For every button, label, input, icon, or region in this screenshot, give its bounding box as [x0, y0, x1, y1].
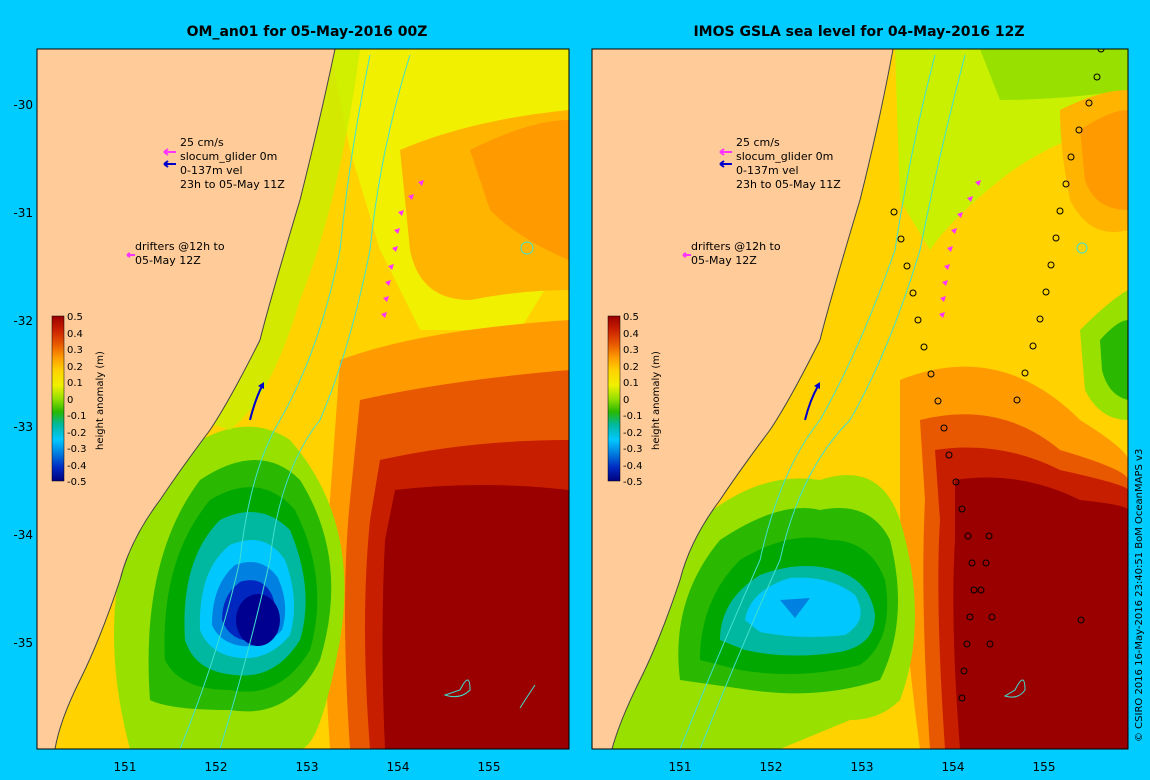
right-observation-circles — [890, 49, 1105, 702]
cb-tick: 0.1 — [67, 378, 83, 389]
lon-label: 153 — [851, 760, 874, 774]
lat-label: -30 — [13, 98, 33, 112]
vel-legend-label: 0-137m vel — [736, 164, 799, 177]
left-glider-track — [249, 385, 263, 421]
lon-label: 152 — [205, 760, 228, 774]
left-legend: 25 cm/s slocum_glider 0m 0-137m vel 23h … — [126, 136, 285, 267]
colorbar-title: height anomaly (m) — [95, 351, 106, 450]
lon-label: 152 — [760, 760, 783, 774]
vel-time-label: 23h to 05-May 11Z — [180, 178, 285, 191]
cb-tick: -0.1 — [623, 411, 643, 422]
right-panel-title: IMOS GSLA sea level for 04-May-2016 12Z — [693, 24, 1025, 40]
lat-label: -34 — [13, 528, 33, 542]
right-colorbar: 0.5 0.4 0.3 0.2 0.1 0 -0.1 -0.2 -0.3 -0.… — [607, 312, 662, 488]
vel-time-label: 23h to 05-May 11Z — [736, 178, 841, 191]
lon-label: 155 — [478, 760, 501, 774]
cb-tick: 0.3 — [67, 345, 83, 356]
right-legend: 25 cm/s slocum_glider 0m 0-137m vel 23h … — [682, 136, 841, 267]
drifter-time-label: 05-May 12Z — [135, 254, 201, 267]
speed-scale-label: 25 cm/s — [736, 136, 780, 149]
lon-label: 155 — [1033, 760, 1056, 774]
cb-tick: 0.1 — [623, 378, 639, 389]
cb-tick: 0.5 — [67, 312, 83, 323]
left-drifter-arrows — [381, 180, 424, 318]
credit-text: © CSIRO 2016 16-May-2016 23:40:51 BoM Oc… — [1134, 448, 1145, 742]
cb-tick: -0.1 — [67, 411, 87, 422]
left-map — [37, 49, 569, 749]
left-colorbar: 0.5 0.4 0.3 0.2 0.1 0 -0.1 -0.2 -0.3 -0.… — [51, 312, 106, 488]
drifter-legend-label: drifters @12h to — [135, 240, 225, 253]
lon-label: 154 — [942, 760, 965, 774]
lon-label: 151 — [114, 760, 137, 774]
cb-tick: 0 — [67, 395, 73, 406]
lon-label: 154 — [387, 760, 410, 774]
left-lon-axis: 151 152 153 154 155 — [114, 760, 501, 774]
lon-label: 153 — [296, 760, 319, 774]
cb-tick: 0.4 — [67, 329, 83, 340]
cb-tick: -0.3 — [67, 444, 87, 455]
left-panel-title: OM_an01 for 05-May-2016 00Z — [186, 24, 428, 40]
right-drifter-arrows — [939, 180, 981, 318]
cb-tick: -0.5 — [623, 477, 643, 488]
drifter-legend-label: drifters @12h to — [691, 240, 781, 253]
cb-tick: 0.4 — [623, 329, 639, 340]
right-glider-track — [804, 385, 819, 421]
vel-legend-label: 0-137m vel — [180, 164, 243, 177]
glider-legend-label: slocum_glider 0m — [736, 150, 833, 163]
right-map — [592, 49, 1128, 749]
lat-label: -33 — [13, 420, 33, 434]
cb-tick: -0.2 — [623, 428, 643, 439]
cb-tick: 0.3 — [623, 345, 639, 356]
lat-label: -31 — [13, 206, 33, 220]
cb-tick: -0.5 — [67, 477, 87, 488]
colorbar-title: height anomaly (m) — [651, 351, 662, 450]
glider-legend-label: slocum_glider 0m — [180, 150, 277, 163]
left-lat-axis: -30 -31 -32 -33 -34 -35 — [13, 98, 33, 650]
lat-label: -35 — [13, 636, 33, 650]
drifter-time-label: 05-May 12Z — [691, 254, 757, 267]
cb-tick: -0.2 — [67, 428, 87, 439]
cb-tick: 0.5 — [623, 312, 639, 323]
lat-label: -32 — [13, 314, 33, 328]
cb-tick: -0.4 — [67, 461, 87, 472]
speed-scale-label: 25 cm/s — [180, 136, 224, 149]
right-lon-axis: 151 152 153 154 155 — [669, 760, 1056, 774]
lon-label: 151 — [669, 760, 692, 774]
cb-tick: -0.4 — [623, 461, 643, 472]
cb-tick: 0 — [623, 395, 629, 406]
cb-tick: 0.2 — [623, 362, 639, 373]
cb-tick: 0.2 — [67, 362, 83, 373]
cb-tick: -0.3 — [623, 444, 643, 455]
